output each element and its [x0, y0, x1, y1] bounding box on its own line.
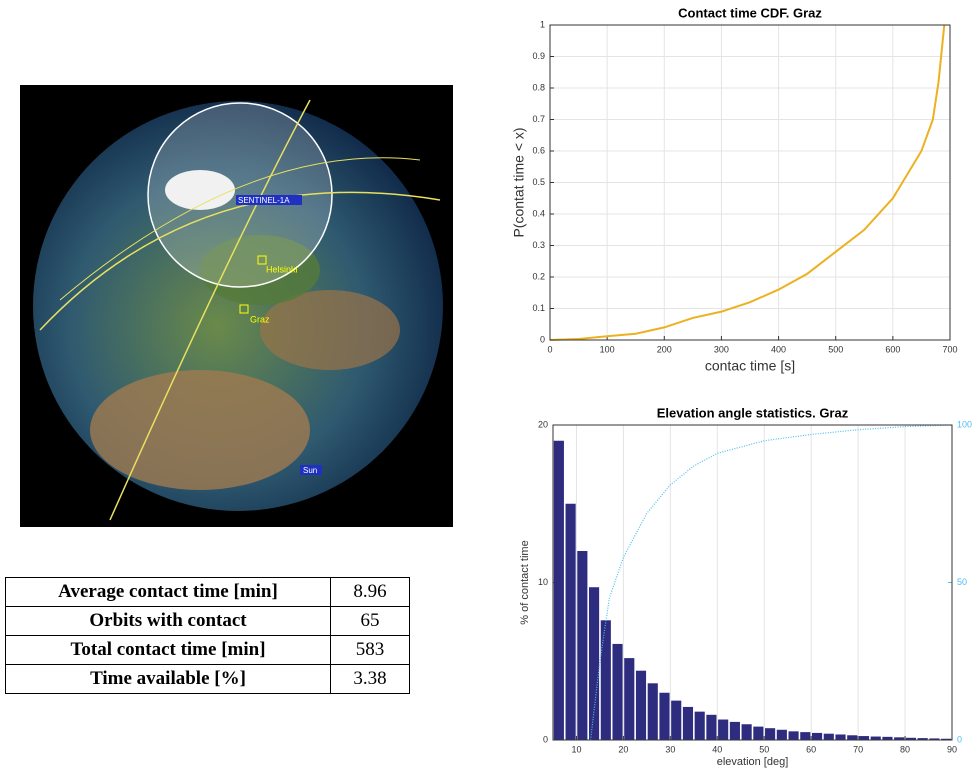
- bar: [776, 729, 787, 740]
- bar: [882, 736, 893, 740]
- y-tick-label: 10: [538, 577, 548, 587]
- bar: [788, 731, 799, 740]
- y-axis-label: % of contact time: [519, 540, 531, 624]
- bar: [835, 734, 846, 740]
- chart-title: Contact time CDF. Graz: [678, 5, 822, 20]
- x-tick-label: 80: [900, 744, 910, 754]
- bar: [682, 706, 694, 740]
- cdf-line: [549, 24, 946, 341]
- y-tick-label: 0.1: [532, 303, 545, 313]
- bar: [600, 620, 611, 740]
- axes-box: [549, 24, 951, 341]
- x-tick-label: 10: [571, 744, 581, 754]
- bar: [870, 736, 881, 740]
- x-tick-label: 30: [665, 744, 675, 754]
- bar: [811, 732, 823, 740]
- bar: [894, 737, 905, 740]
- axes-box: [552, 424, 953, 741]
- bar: [765, 728, 776, 740]
- bar: [647, 683, 658, 740]
- x-tick-label: 40: [712, 744, 722, 754]
- chart-title: Elevation angle statistics. Graz: [657, 405, 849, 420]
- y-tick-label: 0: [543, 734, 548, 744]
- y-tick-label: 0.4: [532, 208, 545, 218]
- x-tick-label: 700: [942, 344, 957, 354]
- y2-tick-label: 50: [957, 577, 967, 587]
- y-tick-label: 0.2: [532, 271, 545, 281]
- bar: [589, 587, 600, 740]
- y-tick-label: 1: [540, 19, 545, 29]
- y-tick-label: 0.5: [532, 177, 545, 187]
- bar: [729, 721, 740, 740]
- cumulative-line: [589, 424, 953, 741]
- bar: [917, 738, 928, 740]
- globe-label: SENTINEL-1A: [238, 196, 290, 205]
- cell: Orbits with contact: [5, 606, 331, 636]
- y-tick-label: 0.7: [532, 114, 545, 124]
- bar: [635, 670, 647, 740]
- x-tick-label: 200: [657, 344, 672, 354]
- x-tick-label: 600: [885, 344, 900, 354]
- bar: [694, 711, 705, 740]
- cell: Total contact time [min]: [5, 635, 331, 665]
- y-tick-label: 0.6: [532, 145, 545, 155]
- bar: [671, 700, 682, 740]
- x-tick-label: 60: [806, 744, 816, 754]
- bar: [941, 738, 952, 740]
- bar: [565, 503, 576, 740]
- x-tick-label: 300: [714, 344, 729, 354]
- bar: [905, 737, 916, 740]
- y-tick-label: 20: [538, 419, 548, 429]
- globe-label: Helsinki: [266, 264, 298, 274]
- bar: [858, 736, 870, 740]
- stats-table: Average contact time [min] 8.96 Orbits wi…: [5, 577, 410, 694]
- bar: [612, 643, 623, 740]
- x-axis-label: elevation [deg]: [717, 756, 789, 768]
- x-tick-label: 500: [828, 344, 843, 354]
- bar: [847, 735, 858, 740]
- x-tick-label: 20: [618, 744, 628, 754]
- bar: [624, 658, 635, 740]
- cell: Time available [%]: [5, 664, 331, 694]
- bar: [659, 692, 670, 740]
- y-axis-label: P(contat time < x): [511, 127, 527, 237]
- globe-label: Sun: [303, 466, 317, 475]
- y-tick-label: 0: [540, 334, 545, 344]
- x-tick-label: 70: [853, 744, 863, 754]
- cell: 65: [330, 606, 410, 636]
- bar: [823, 733, 834, 740]
- x-axis-label: contac time [s]: [705, 358, 795, 374]
- bar: [929, 738, 940, 740]
- cell: 3.38: [330, 664, 410, 694]
- y-tick-label: 0.9: [532, 51, 545, 61]
- globe-image: SENTINEL-1A Helsinki Graz Sun: [20, 85, 453, 527]
- bar: [718, 719, 729, 740]
- y2-tick-label: 100: [957, 419, 972, 429]
- bar: [577, 551, 588, 740]
- bar: [753, 726, 764, 740]
- x-tick-label: 400: [771, 344, 786, 354]
- bar: [800, 732, 811, 740]
- y2-tick-label: 0: [957, 734, 962, 744]
- bar: [741, 724, 752, 740]
- x-tick-label: 100: [600, 344, 615, 354]
- cell: Average contact time [min]: [5, 577, 331, 607]
- x-tick-label: 90: [947, 744, 957, 754]
- cell: 583: [330, 635, 410, 665]
- x-tick-label: 50: [759, 744, 769, 754]
- bar: [706, 714, 717, 740]
- cell: 8.96: [330, 577, 410, 607]
- x-tick-label: 0: [547, 344, 552, 354]
- y-tick-label: 0.8: [532, 82, 545, 92]
- bar: [553, 440, 564, 740]
- y-tick-label: 0.3: [532, 240, 545, 250]
- globe-label: Graz: [250, 314, 270, 324]
